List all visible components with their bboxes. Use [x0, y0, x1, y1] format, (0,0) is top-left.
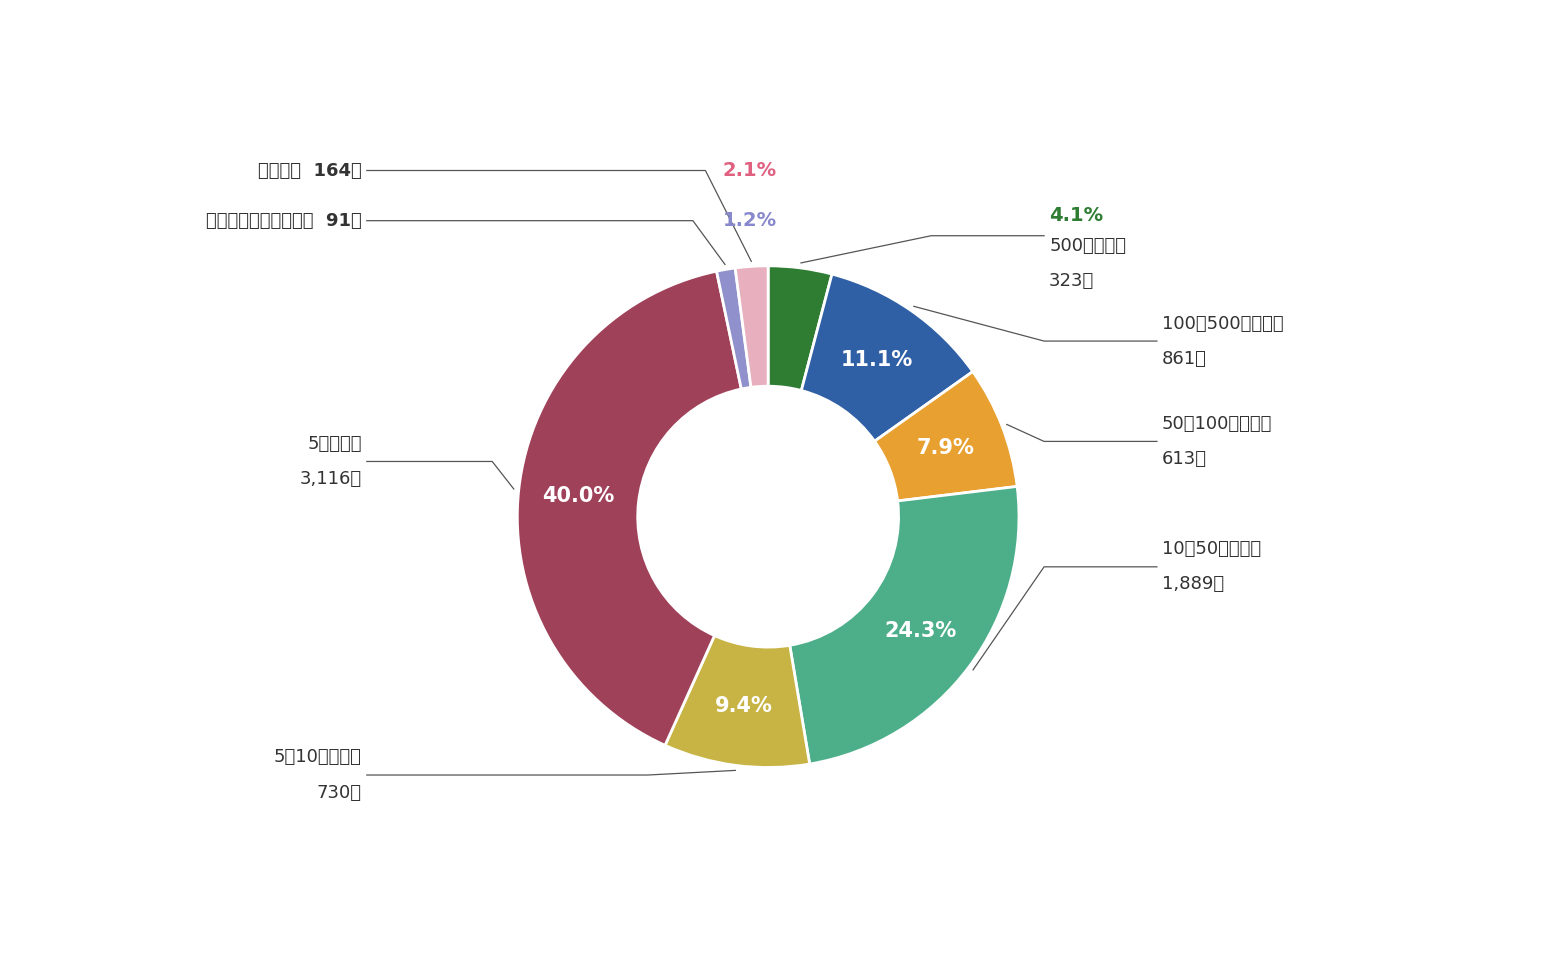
- Wedge shape: [802, 274, 973, 441]
- Text: 613社: 613社: [1162, 450, 1207, 468]
- Text: 11.1%: 11.1%: [841, 350, 913, 370]
- Text: 1,889社: 1,889社: [1162, 576, 1225, 593]
- Text: 個人会員  164社: 個人会員 164社: [257, 161, 362, 180]
- Text: 2.1%: 2.1%: [722, 161, 777, 180]
- Text: 9.4%: 9.4%: [714, 696, 772, 716]
- Text: 10〜50億円未満: 10〜50億円未満: [1162, 540, 1260, 558]
- Wedge shape: [735, 266, 768, 387]
- Wedge shape: [768, 266, 831, 390]
- Wedge shape: [789, 486, 1019, 764]
- Text: 500億円以上: 500億円以上: [1048, 236, 1126, 255]
- Wedge shape: [665, 635, 810, 768]
- Text: 50〜100億円未満: 50〜100億円未満: [1162, 415, 1273, 432]
- Text: 4.1%: 4.1%: [1048, 207, 1103, 225]
- Text: 323社: 323社: [1048, 272, 1094, 290]
- Text: 1.2%: 1.2%: [722, 211, 777, 231]
- Text: 40.0%: 40.0%: [543, 486, 615, 506]
- Wedge shape: [518, 271, 741, 746]
- Wedge shape: [875, 372, 1017, 501]
- Text: 5億円未満: 5億円未満: [307, 435, 362, 453]
- Text: 100〜500億円未満: 100〜500億円未満: [1162, 314, 1284, 333]
- Text: 5〜10億円未満: 5〜10億円未満: [275, 749, 362, 767]
- Text: 7.9%: 7.9%: [917, 438, 975, 458]
- Text: 3,116社: 3,116社: [300, 470, 362, 488]
- Text: 730社: 730社: [317, 783, 362, 801]
- Text: 861社: 861社: [1162, 350, 1207, 368]
- Wedge shape: [716, 268, 750, 389]
- Text: 24.3%: 24.3%: [885, 621, 956, 641]
- Text: 相互会社・特殊法人等  91社: 相互会社・特殊法人等 91社: [206, 211, 362, 230]
